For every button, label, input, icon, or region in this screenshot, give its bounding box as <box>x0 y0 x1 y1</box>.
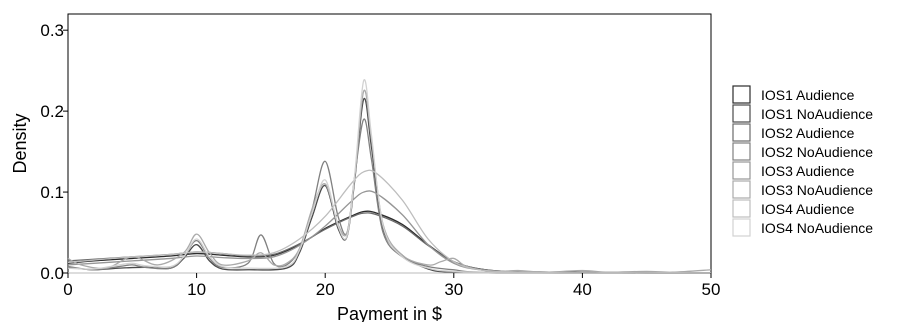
y-tick-label: 0.2 <box>40 102 64 121</box>
series-line-7 <box>67 169 711 274</box>
plot-area <box>67 13 712 274</box>
legend: IOS1 Audience IOS1 NoAudience IOS2 Audienc… <box>732 85 873 237</box>
x-tick-label: 0 <box>63 280 72 299</box>
legend-label: IOS3 NoAudience <box>761 182 873 198</box>
x-tick-label: 40 <box>573 280 592 299</box>
y-tick-label: 0.3 <box>40 21 64 40</box>
y-axis: 0.0 0.1 0.2 0.3 <box>40 21 68 283</box>
legend-label: IOS2 NoAudience <box>761 144 873 160</box>
legend-swatch <box>732 104 751 123</box>
legend-swatch <box>732 218 751 237</box>
x-tick-label: 50 <box>702 280 721 299</box>
x-tick-label: 30 <box>444 280 463 299</box>
x-tick-label: 20 <box>316 280 335 299</box>
series-lines <box>67 79 712 274</box>
legend-label: IOS4 NoAudience <box>761 220 873 236</box>
legend-label: IOS1 NoAudience <box>761 106 873 122</box>
series-line-8 <box>67 79 711 274</box>
series-line-4 <box>67 118 711 274</box>
legend-label: IOS3 Audience <box>761 163 855 179</box>
legend-swatch <box>732 85 751 104</box>
legend-swatch <box>732 142 751 161</box>
y-tick-label: 0.0 <box>40 264 64 283</box>
legend-swatch <box>732 161 751 180</box>
legend-label: IOS1 Audience <box>761 87 855 103</box>
legend-swatch <box>732 199 751 218</box>
legend-label: IOS2 Audience <box>761 125 855 141</box>
y-axis-title: Density <box>10 113 30 173</box>
plot-frame <box>67 13 712 274</box>
legend-swatch <box>732 180 751 199</box>
series-line-5 <box>67 190 711 274</box>
x-axis-title: Payment in $ <box>337 304 442 322</box>
x-tick-label: 10 <box>187 280 206 299</box>
x-axis: 0 10 20 30 40 50 <box>63 273 720 299</box>
legend-swatch <box>732 123 751 142</box>
y-tick-label: 0.1 <box>40 183 64 202</box>
legend-label: IOS4 Audience <box>761 201 855 217</box>
